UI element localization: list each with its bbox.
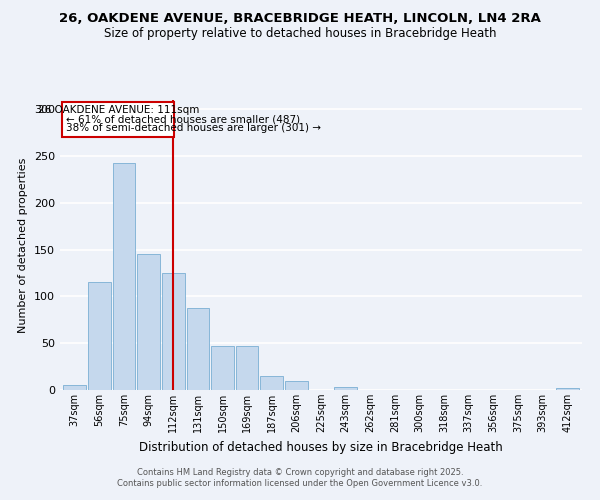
Bar [211, 346, 234, 390]
Text: Contains HM Land Registry data © Crown copyright and database right 2025.
Contai: Contains HM Land Registry data © Crown c… [118, 468, 482, 487]
Text: 38% of semi-detached houses are larger (301) →: 38% of semi-detached houses are larger (… [66, 124, 321, 134]
Bar [88, 282, 111, 390]
Bar [334, 387, 357, 390]
Text: 26 OAKDENE AVENUE: 111sqm: 26 OAKDENE AVENUE: 111sqm [38, 104, 199, 115]
Bar [187, 308, 209, 390]
Bar [556, 388, 578, 390]
Bar [137, 254, 160, 390]
Text: Size of property relative to detached houses in Bracebridge Heath: Size of property relative to detached ho… [104, 28, 496, 40]
Bar [113, 162, 136, 390]
Text: 26, OAKDENE AVENUE, BRACEBRIDGE HEATH, LINCOLN, LN4 2RA: 26, OAKDENE AVENUE, BRACEBRIDGE HEATH, L… [59, 12, 541, 26]
Bar [236, 346, 259, 390]
Bar [260, 376, 283, 390]
Bar [162, 273, 185, 390]
Y-axis label: Number of detached properties: Number of detached properties [19, 158, 28, 332]
Bar [64, 386, 86, 390]
FancyBboxPatch shape [62, 102, 175, 138]
Bar [285, 380, 308, 390]
X-axis label: Distribution of detached houses by size in Bracebridge Heath: Distribution of detached houses by size … [139, 440, 503, 454]
Text: ← 61% of detached houses are smaller (487): ← 61% of detached houses are smaller (48… [66, 114, 300, 124]
